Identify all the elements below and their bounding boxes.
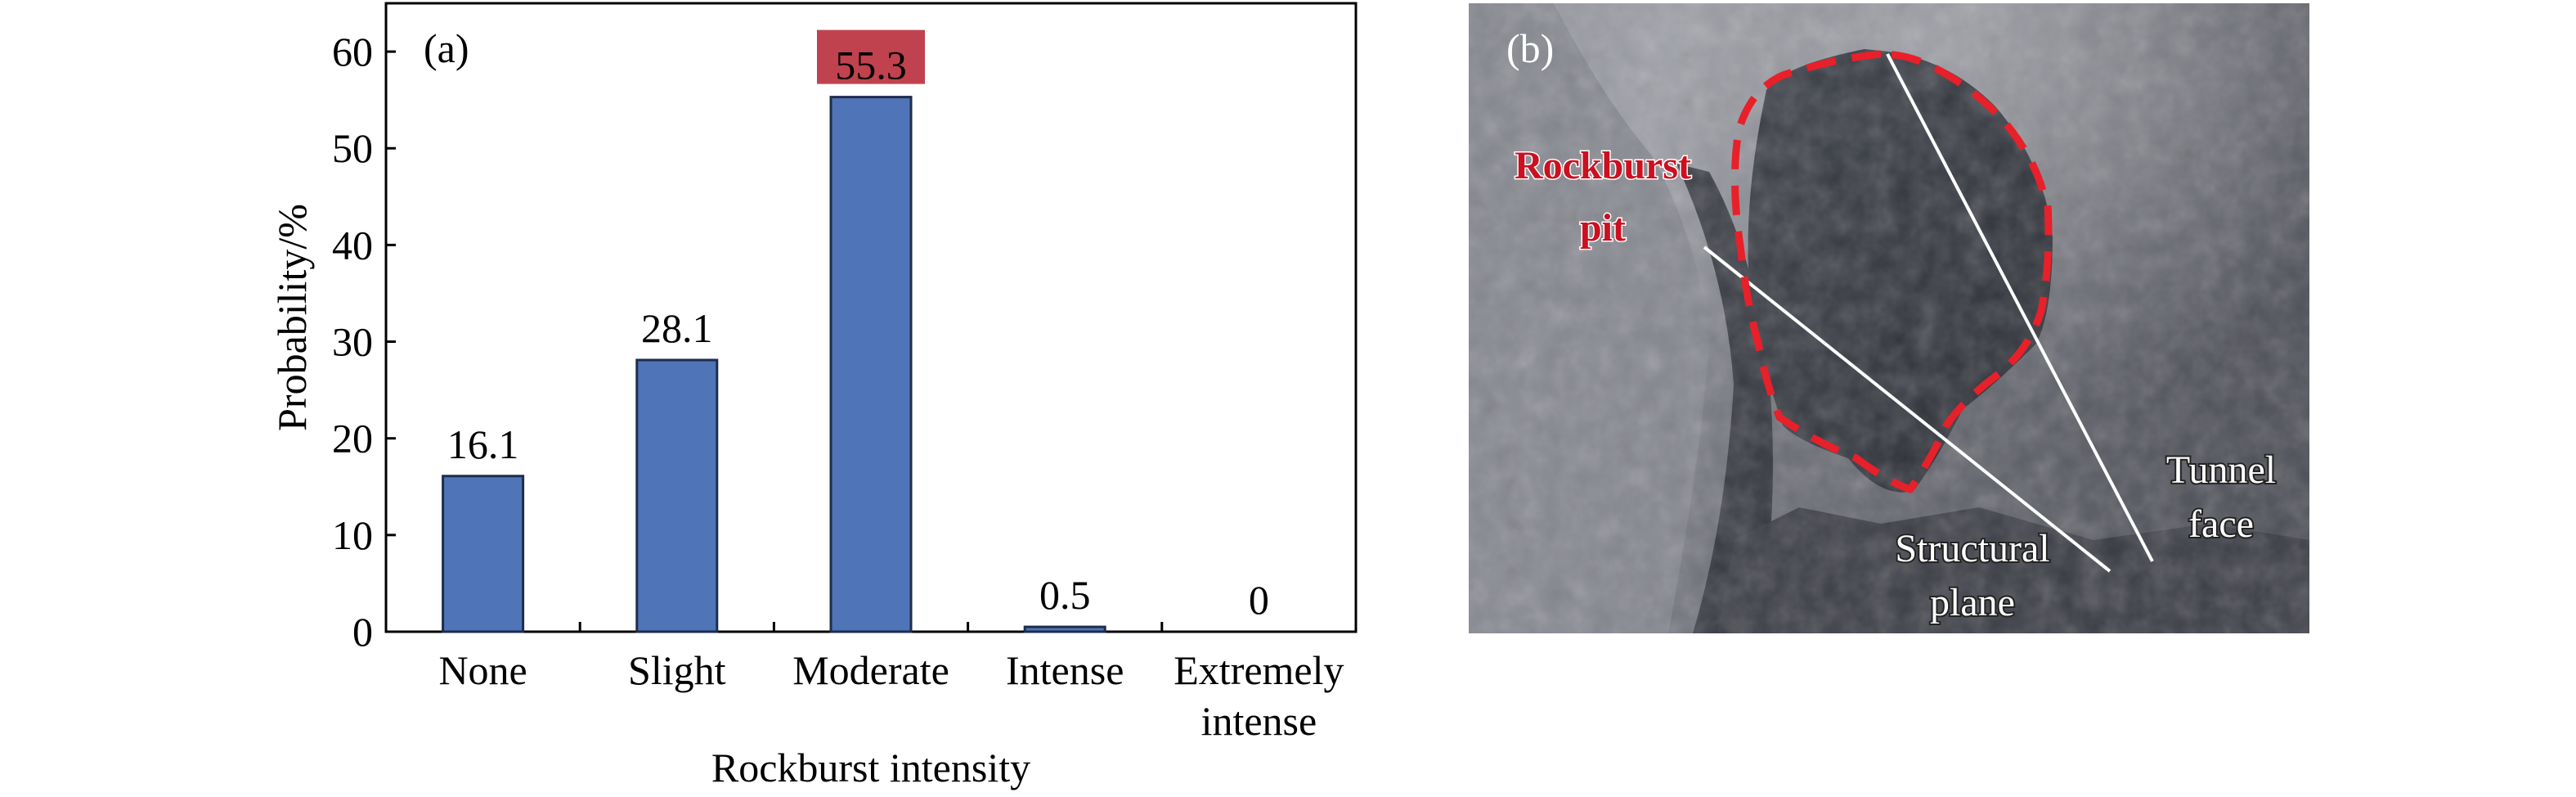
bar-value-label: 0.5 (1039, 572, 1091, 618)
y-tick-label: 30 (332, 319, 373, 365)
bar-series (442, 96, 1106, 633)
category-label: Slight (628, 647, 726, 693)
bar-value-label: 28.1 (641, 305, 713, 351)
tunnel-face-line (1886, 53, 2154, 562)
bar-chart-panel: (a) 0 10 20 30 40 50 60 16.1 28.1 55.3 0.5 0 None S… (269, 2, 1358, 790)
category-label: Extremely (1174, 647, 1344, 693)
category-label: Intense (1006, 647, 1124, 693)
rockburst-pit-label-line1: Rockburst (1515, 144, 1691, 187)
bar (442, 475, 525, 633)
structural-plane-label: Structural plane (1893, 525, 2051, 626)
data-labels: 16.1 28.1 55.3 0.5 0 (447, 29, 1269, 623)
bar (829, 96, 913, 633)
category-label: None (438, 647, 527, 693)
y-axis: 0 10 20 30 40 50 60 (332, 29, 396, 655)
y-tick-label: 10 (332, 512, 373, 558)
bar (1023, 625, 1106, 633)
panel-label-a: (a) (424, 25, 469, 71)
panel-label-b: (b) (1506, 25, 1554, 71)
bar-value-label: 0 (1249, 577, 1269, 623)
bar-value-label: 16.1 (447, 421, 519, 467)
highlight-box (817, 29, 925, 84)
x-axis-title: Rockburst intensity (711, 745, 1030, 790)
y-tick-label: 60 (332, 29, 373, 74)
tunnel-face-label-line2: face (2188, 502, 2254, 546)
rockburst-pit-label-line2: pit (1580, 206, 1626, 250)
y-tick-label: 0 (352, 609, 373, 655)
structural-plane-line (1703, 245, 2112, 573)
bar-value-label: 55.3 (835, 43, 907, 88)
category-label: intense (1201, 698, 1317, 744)
y-axis-title: Probability/% (269, 204, 315, 431)
x-axis (578, 622, 1164, 632)
y-tick-label: 20 (332, 416, 373, 462)
rockburst-pit-label: Rockburst pit (1513, 143, 1692, 251)
structural-plane-label-line1: Structural (1895, 527, 2049, 570)
y-tick-label: 50 (332, 125, 373, 171)
tunnel-photo-panel: (b) Rockburst pit Tunnel face Structural… (1469, 3, 2309, 633)
rock-texture (1469, 3, 2309, 633)
rockburst-pit-outline (1730, 50, 2053, 493)
bar (635, 358, 719, 633)
y-tick-label: 40 (332, 222, 373, 268)
tunnel-face-label-line1: Tunnel (2166, 448, 2276, 492)
structural-plane-label-line2: plane (1930, 581, 2015, 624)
category-labels: None Slight Moderate Intense Extremely intens… (438, 647, 1344, 744)
category-label: Moderate (792, 647, 949, 693)
tunnel-face-label: Tunnel face (2165, 447, 2278, 547)
